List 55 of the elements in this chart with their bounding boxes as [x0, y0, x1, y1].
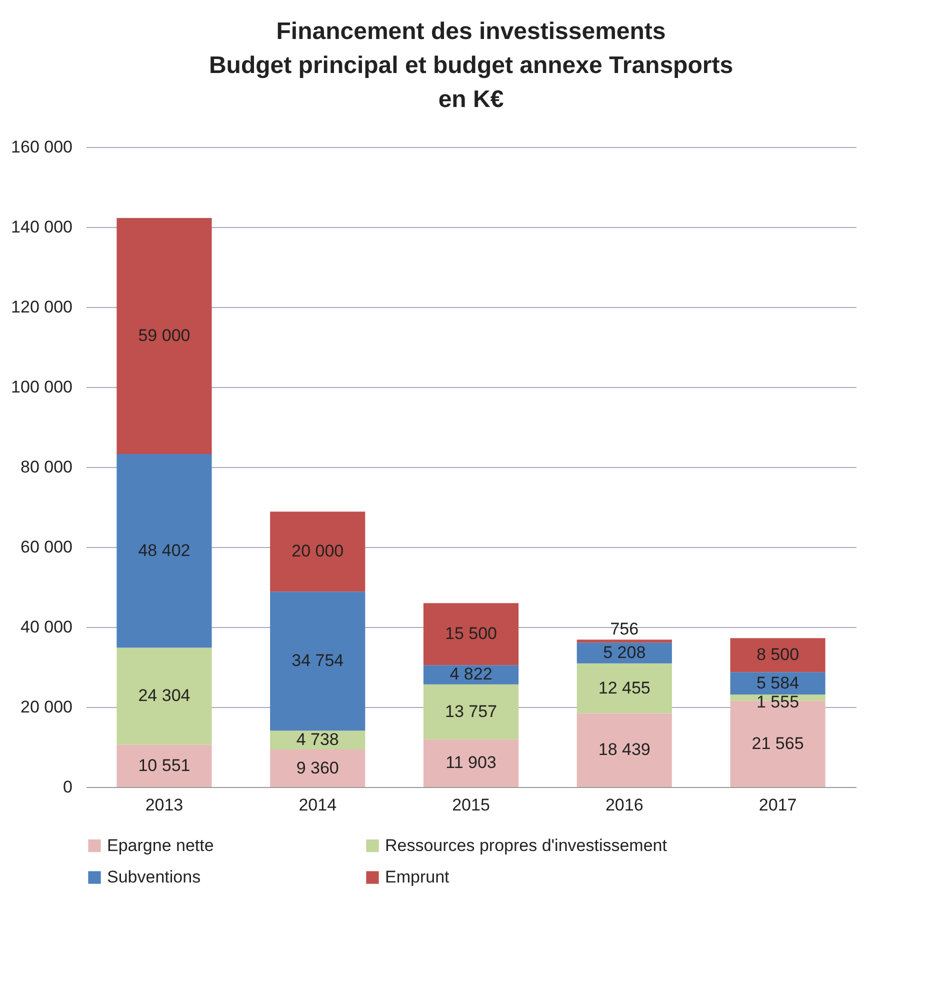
- data-label: 15 500: [445, 624, 497, 644]
- bar: [423, 603, 519, 666]
- y-tick-label: 80 000: [20, 458, 72, 476]
- bar: [270, 750, 366, 787]
- data-label: 11 903: [446, 753, 496, 772]
- bar: [576, 640, 672, 643]
- y-tick-label: 100 000: [11, 378, 72, 396]
- chart-title: Financement des investissements Budget principal et budget annexe Transports en K€: [208, 18, 734, 113]
- bar: [116, 218, 212, 454]
- data-label: 59 000: [138, 326, 190, 345]
- y-tick-label: 20 000: [20, 698, 72, 716]
- bar: [423, 665, 519, 684]
- legend-label: Subventions: [107, 868, 201, 886]
- data-label: 5 208: [603, 643, 646, 662]
- data-label: 8 500: [756, 645, 800, 664]
- bar: [730, 672, 826, 695]
- y-tick-label: 60 000: [20, 538, 72, 556]
- data-label: 10 551: [138, 756, 190, 775]
- data-label: 12 455: [598, 678, 650, 698]
- data-label: 1 555: [756, 692, 800, 712]
- data-label: 13 757: [445, 702, 497, 721]
- x-tick-label: 2015: [452, 796, 490, 814]
- bar: [116, 648, 212, 745]
- y-tick-label: 0: [63, 778, 72, 796]
- x-tick-label: 2013: [145, 796, 184, 814]
- data-label: 756: [610, 620, 639, 639]
- bar: [116, 744, 212, 787]
- y-tick-label: 160 000: [11, 138, 72, 156]
- x-tick-label: 2014: [298, 796, 337, 814]
- bar: [270, 592, 366, 731]
- data-label: 21 565: [752, 734, 804, 753]
- bar: [423, 739, 519, 787]
- data-label: 48 402: [138, 540, 190, 560]
- data-label: 34 754: [292, 651, 344, 670]
- data-label: 4 738: [296, 730, 339, 750]
- bar: [576, 663, 672, 714]
- data-label: 5 584: [756, 673, 800, 692]
- bar: [423, 684, 519, 740]
- data-label: 24 304: [138, 686, 190, 706]
- bar: [730, 638, 826, 672]
- x-tick-label: 2017: [758, 796, 797, 814]
- data-label: 9 360: [296, 758, 339, 778]
- bar: [576, 713, 672, 787]
- bar: [116, 454, 212, 648]
- legend-label: Emprunt: [385, 868, 450, 886]
- legend-label: Ressources propres d'investissement: [385, 836, 668, 855]
- y-tick-label: 40 000: [20, 618, 72, 636]
- data-label: 18 439: [598, 740, 650, 760]
- data-label: 4 822: [450, 664, 492, 684]
- data-label: 20 000: [292, 542, 344, 561]
- y-tick-label: 120 000: [11, 298, 72, 316]
- x-tick-label: 2016: [605, 796, 644, 814]
- y-tick-label: 140 000: [11, 218, 72, 236]
- legend-label: Epargne nette: [107, 836, 214, 855]
- bar: [270, 512, 366, 592]
